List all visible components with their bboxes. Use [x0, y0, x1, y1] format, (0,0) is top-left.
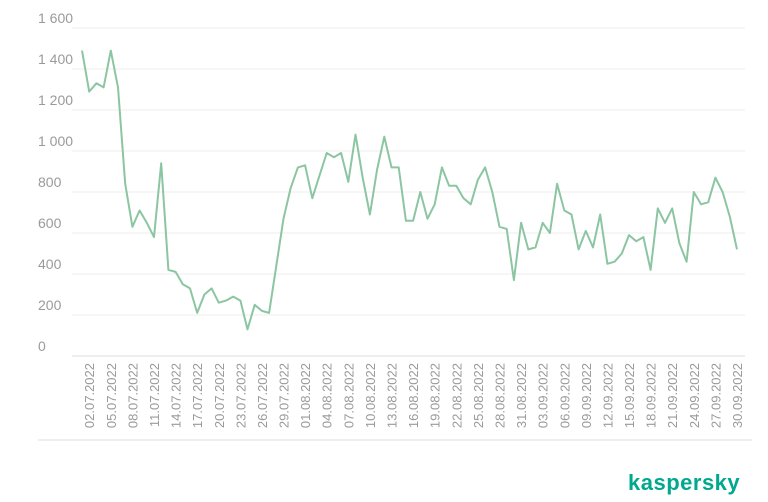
x-tick-label: 25.08.2022	[471, 363, 486, 428]
x-tick-label: 01.08.2022	[298, 363, 313, 428]
kaspersky-logo: kaspersky	[628, 470, 741, 495]
series-line	[81, 49, 738, 331]
x-tick-label: 29.07.2022	[277, 363, 292, 428]
x-tick-label: 30.09.2022	[730, 363, 745, 428]
x-tick-label: 15.09.2022	[622, 363, 637, 428]
x-tick-label: 12.09.2022	[600, 363, 615, 428]
x-tick-label: 04.08.2022	[320, 363, 335, 428]
x-tick-label: 11.07.2022	[147, 363, 162, 427]
x-tick-label: 31.08.2022	[514, 363, 529, 428]
x-tick-label: 26.07.2022	[255, 363, 270, 428]
x-tick-label: 07.08.2022	[341, 363, 356, 428]
x-tick-label: 05.07.2022	[104, 363, 119, 428]
x-tick-label: 28.08.2022	[492, 363, 507, 428]
x-tick-label: 24.09.2022	[687, 363, 702, 428]
x-tick-label: 03.09.2022	[536, 363, 551, 428]
x-tick-label: 10.08.2022	[363, 363, 378, 428]
y-tick-label: 600	[38, 215, 62, 231]
y-tick-label: 400	[38, 256, 62, 272]
y-tick-label: 0	[38, 338, 46, 354]
x-tick-label: 21.09.2022	[665, 363, 680, 428]
y-tick-label: 1 000	[38, 133, 73, 149]
x-tick-label: 16.08.2022	[406, 363, 421, 428]
x-tick-label: 23.07.2022	[233, 363, 248, 428]
x-axis-ticks: 02.07.2022 05.07.2022 08.07.2022 11.07.2022…	[82, 363, 745, 428]
x-tick-label: 18.09.2022	[644, 363, 659, 428]
x-tick-label: 14.07.2022	[169, 363, 184, 428]
x-tick-label: 27.09.2022	[708, 363, 723, 428]
x-tick-label: 17.07.2022	[190, 363, 205, 428]
y-tick-label: 1 200	[38, 92, 73, 108]
x-tick-label: 08.07.2022	[125, 363, 140, 428]
gridlines	[72, 27, 745, 316]
y-tick-label: 200	[38, 297, 62, 313]
x-tick-label: 13.08.2022	[385, 363, 400, 428]
x-tick-label: 02.07.2022	[82, 363, 97, 428]
y-tick-label: 1 400	[38, 51, 73, 67]
y-axis-ticks: 0 200 400 600 800 1 000 1 200 1 400 1 600	[38, 10, 73, 354]
y-tick-label: 800	[38, 174, 62, 190]
x-tick-label: 09.09.2022	[579, 363, 594, 428]
x-tick-label: 20.07.2022	[212, 363, 227, 428]
x-tick-label: 19.08.2022	[428, 363, 443, 428]
x-tick-label: 06.09.2022	[557, 363, 572, 428]
y-tick-label: 1 600	[38, 10, 73, 26]
x-tick-label: 22.08.2022	[449, 363, 464, 428]
